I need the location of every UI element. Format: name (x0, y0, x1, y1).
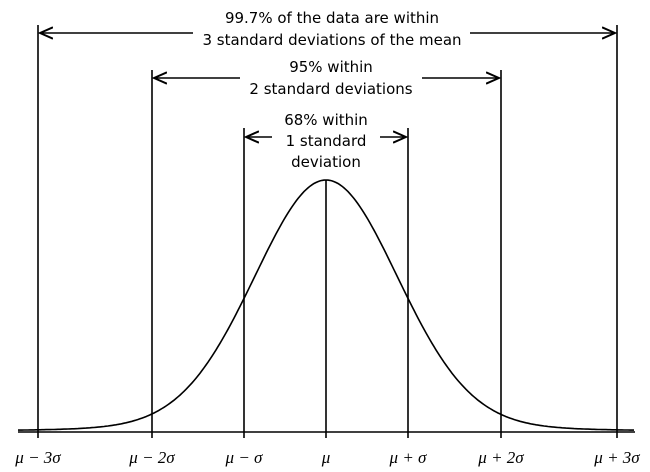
x-label: μ − σ (225, 448, 264, 467)
annotation: 2 standard deviations (249, 80, 412, 98)
annotation: 68% within (284, 111, 368, 129)
x-label: μ + 3σ (593, 448, 640, 467)
x-label: μ + σ (389, 448, 428, 467)
annotation: 3 standard deviations of the mean (202, 31, 461, 49)
x-label: μ (321, 448, 331, 467)
annotation: 95% within (289, 58, 373, 76)
x-label: μ − 3σ (14, 448, 61, 467)
annotation: deviation (291, 153, 361, 171)
annotation: 1 standard (286, 132, 367, 150)
x-label: μ + 2σ (477, 448, 524, 467)
x-label: μ − 2σ (128, 448, 175, 467)
sigma-lines (37, 25, 618, 438)
bell-curve (18, 179, 634, 431)
annotation: 99.7% of the data are within (225, 9, 439, 27)
